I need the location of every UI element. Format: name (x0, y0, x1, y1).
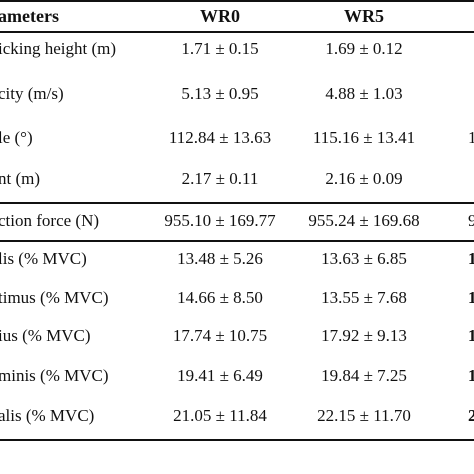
row-label: ius (% MVC) (0, 326, 91, 345)
row-label: icking height (m) (0, 39, 117, 58)
row-label: minis (% MVC) (0, 366, 109, 385)
section-rule (0, 240, 474, 242)
header-parameters: ameters (0, 6, 59, 26)
section-rule (0, 202, 474, 204)
row-label: lis (% MVC) (0, 249, 87, 268)
row-label: nt (m) (0, 169, 41, 188)
header-rule (0, 31, 474, 33)
bottom-rule (0, 439, 474, 441)
row-label: alis (% MVC) (0, 406, 95, 425)
top-rule (0, 0, 474, 2)
row-label: timus (% MVC) (0, 288, 109, 307)
row-label: le (°) (0, 128, 33, 147)
row-label: ction force (N) (0, 211, 100, 230)
row-label: city (m/s) (0, 84, 64, 103)
